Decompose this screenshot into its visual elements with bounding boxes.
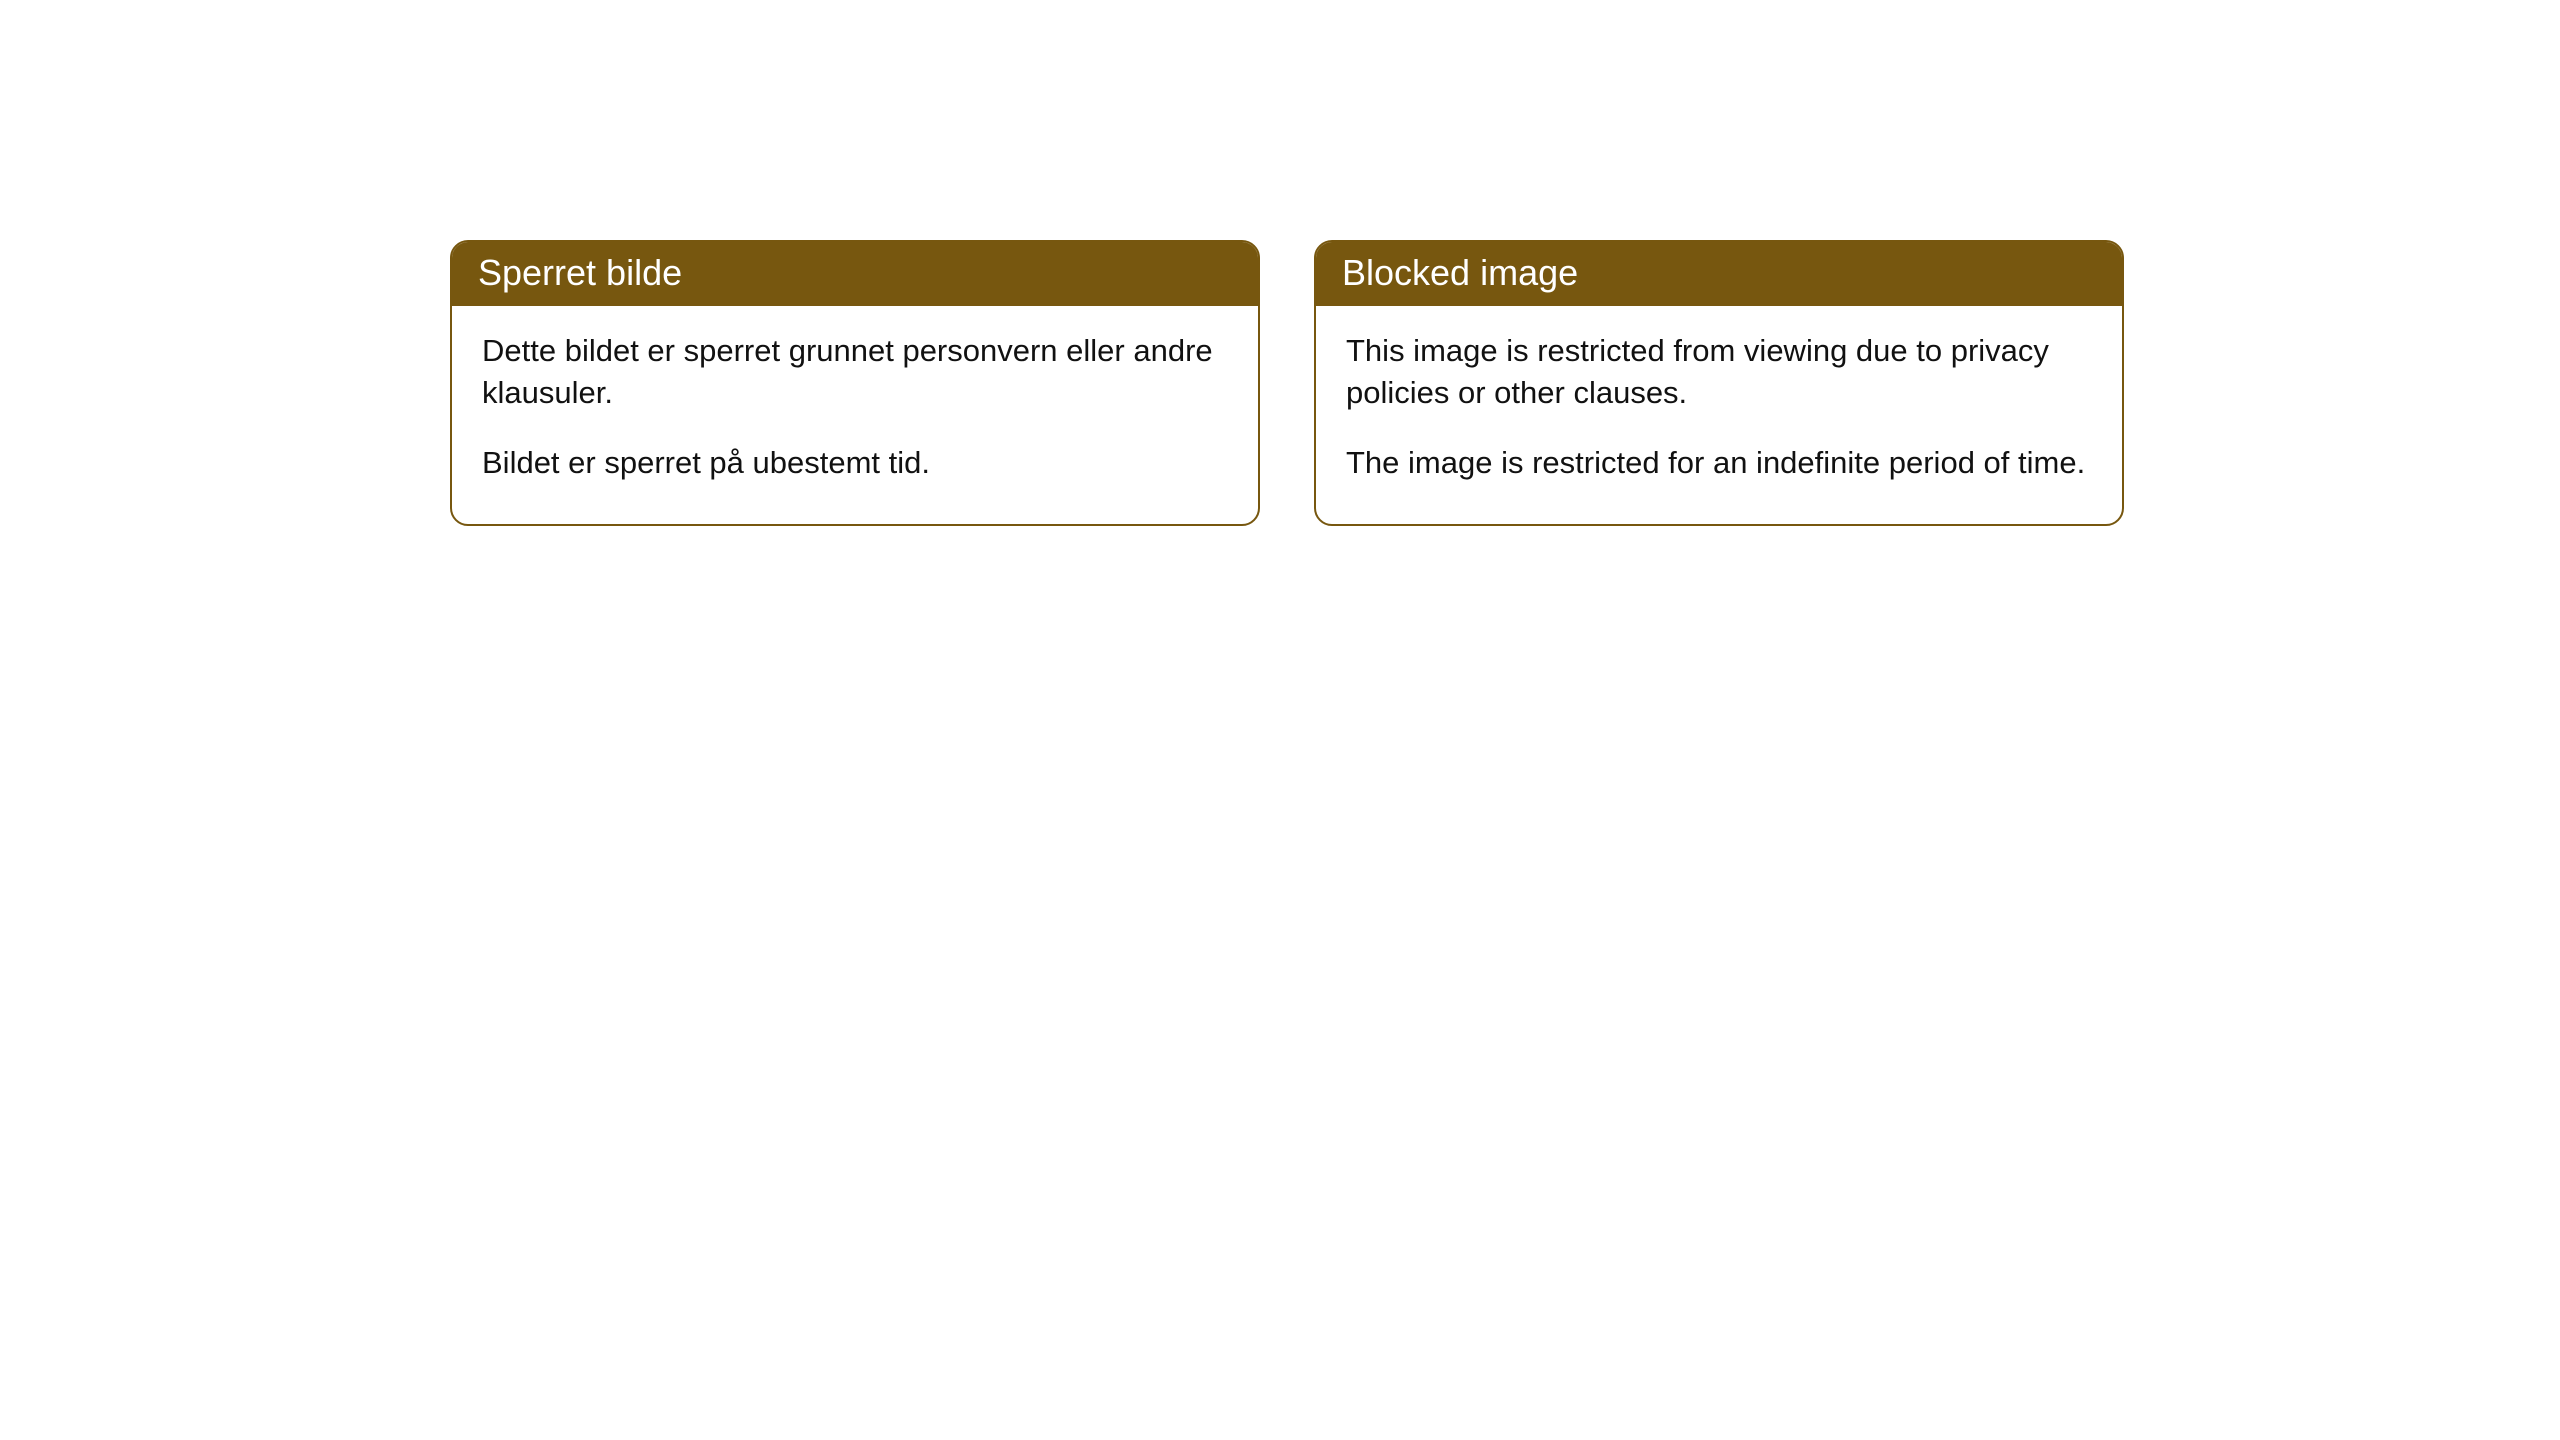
notice-title: Sperret bilde <box>452 242 1258 306</box>
notice-paragraph: Dette bildet er sperret grunnet personve… <box>482 330 1228 414</box>
notice-body: Dette bildet er sperret grunnet personve… <box>452 306 1258 524</box>
notice-card-english: Blocked image This image is restricted f… <box>1314 240 2124 526</box>
notice-container: Sperret bilde Dette bildet er sperret gr… <box>450 240 2124 526</box>
notice-card-norwegian: Sperret bilde Dette bildet er sperret gr… <box>450 240 1260 526</box>
notice-title: Blocked image <box>1316 242 2122 306</box>
notice-body: This image is restricted from viewing du… <box>1316 306 2122 524</box>
notice-paragraph: The image is restricted for an indefinit… <box>1346 442 2092 484</box>
notice-paragraph: Bildet er sperret på ubestemt tid. <box>482 442 1228 484</box>
notice-paragraph: This image is restricted from viewing du… <box>1346 330 2092 414</box>
